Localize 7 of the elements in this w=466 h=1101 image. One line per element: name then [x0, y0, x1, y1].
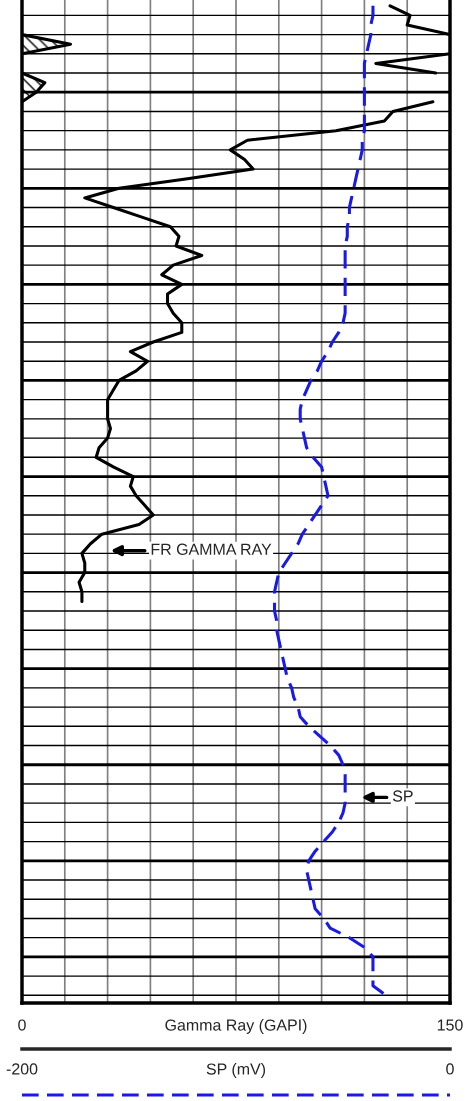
- annotation: SP: [392, 790, 413, 802]
- x2-tick-label: 0: [446, 1063, 454, 1075]
- x-axis-title: Gamma Ray (GAPI): [165, 1019, 307, 1034]
- x-tick-label: 150: [437, 1019, 463, 1031]
- x2-tick-label: -200: [6, 1063, 38, 1075]
- annotation: FR GAMMA RAY: [151, 543, 272, 555]
- x2-axis-title: SP (mV): [206, 1063, 266, 1078]
